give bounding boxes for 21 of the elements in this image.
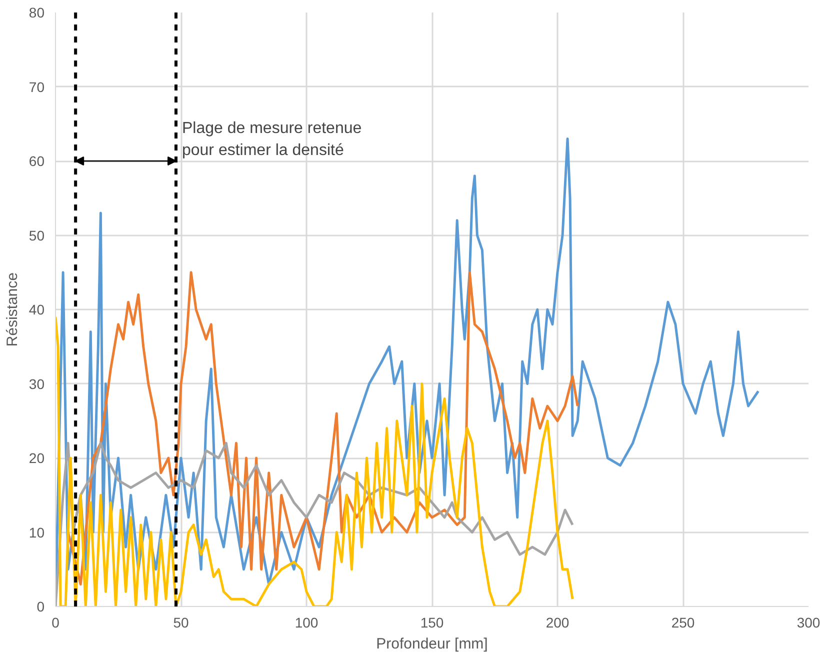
y-tick-label: 30 <box>28 376 45 392</box>
x-tick-label: 50 <box>173 614 189 630</box>
y-tick-label: 70 <box>28 78 45 95</box>
y-tick-label: 50 <box>28 227 45 244</box>
x-tick-label: 300 <box>796 614 820 630</box>
x-tick-label: 250 <box>671 614 695 630</box>
y-tick-label: 10 <box>28 524 45 540</box>
y-tick-label: 20 <box>28 450 45 466</box>
x-tick-label: 100 <box>294 614 318 630</box>
y-tick-label: 60 <box>28 153 45 169</box>
x-tick-label: 150 <box>420 614 444 630</box>
x-axis-title: Profondeur [mm] <box>376 636 488 652</box>
y-tick-label: 80 <box>28 4 45 20</box>
y-tick-label: 40 <box>28 302 45 318</box>
y-tick-label: 0 <box>36 598 45 614</box>
x-tick-label: 0 <box>52 614 60 630</box>
line-series <box>66 271 579 586</box>
line-series <box>56 316 574 606</box>
y-axis-title: Résistance <box>4 272 21 347</box>
annotation: Plage de mesure retenue pour estimer la densité <box>182 120 362 159</box>
x-tick-label: 200 <box>546 614 570 630</box>
